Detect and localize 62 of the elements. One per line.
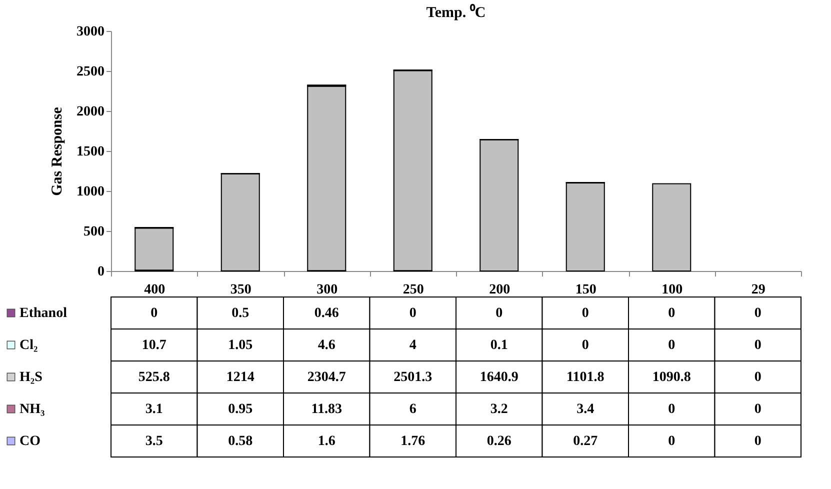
legend-label: Cl₂ <box>20 338 38 353</box>
data-label: 0.46 <box>314 306 339 321</box>
data-label: 0 <box>754 338 762 353</box>
data-label: 1.6 <box>318 434 336 449</box>
y-tick-label: 3000 <box>76 24 104 40</box>
data-label: 3.4 <box>576 402 594 417</box>
data-label: 1640.9 <box>480 370 518 385</box>
y-tick-label: 2000 <box>76 104 104 120</box>
data-label: 0 <box>754 402 762 417</box>
legend-label: NH₃ <box>20 402 45 417</box>
x-tick-label: 250 <box>402 282 424 298</box>
data-label: 2304.7 <box>307 370 346 385</box>
data-label: 0 <box>754 306 762 321</box>
data-label: 525.8 <box>138 370 170 385</box>
data-label: 0 <box>668 306 676 321</box>
x-tick-label: 400 <box>144 282 166 298</box>
data-label: 0 <box>668 434 676 449</box>
data-label: 0.5 <box>232 306 250 321</box>
data-label: 0 <box>668 338 676 353</box>
y-tick-label: 1500 <box>76 144 104 160</box>
y-tick-label: 2500 <box>76 64 104 80</box>
data-label: 0 <box>582 306 589 321</box>
y-tick-label: 500 <box>84 224 104 240</box>
data-label: 3.2 <box>490 402 508 417</box>
data-label: 0.27 <box>573 434 598 449</box>
data-label: 1214 <box>226 370 254 385</box>
data-label: 1090.8 <box>652 370 691 385</box>
data-label: 3.5 <box>145 434 163 449</box>
data-label: 0 <box>496 306 503 321</box>
legend-label: H₂S <box>20 370 43 385</box>
data-label: 10.7 <box>142 338 166 353</box>
data-label: 0 <box>754 434 762 449</box>
data-label: 0 <box>150 306 158 321</box>
data-label: 0 <box>409 306 416 321</box>
y-axis-title: Gas Response <box>50 106 66 196</box>
data-label: 0 <box>582 338 589 353</box>
data-label: 1.76 <box>400 434 426 449</box>
data-label: 0.1 <box>490 338 508 353</box>
x-tick-label: 200 <box>489 282 510 298</box>
x-tick-label: 29 <box>751 282 766 298</box>
x-tick-label: 300 <box>316 282 338 298</box>
data-label: 0 <box>668 402 676 417</box>
data-label: 4.6 <box>318 338 336 353</box>
data-label: 6 <box>409 402 416 417</box>
data-label: 0 <box>754 370 762 385</box>
data-label: 1101.8 <box>566 370 604 385</box>
y-tick-label: 0 <box>98 264 104 280</box>
data-label: 0.26 <box>486 434 512 449</box>
data-label: 0.58 <box>228 434 253 449</box>
x-tick-label: 150 <box>575 282 596 298</box>
legend-label: Ethanol <box>20 306 68 321</box>
y-tick-label: 1000 <box>76 184 104 200</box>
legend-label: CO <box>20 434 41 449</box>
x-tick-label: 100 <box>662 282 683 298</box>
x-tick-label: 350 <box>230 282 252 298</box>
data-label: 3.1 <box>145 402 163 417</box>
data-label: 2501.3 <box>394 370 432 385</box>
chart-title: Temp. ⁰C <box>426 3 486 21</box>
data-label: 4 <box>409 338 416 353</box>
data-label: 0.95 <box>228 402 253 417</box>
data-label: 1.05 <box>228 338 253 353</box>
data-label: 11.83 <box>311 402 342 417</box>
